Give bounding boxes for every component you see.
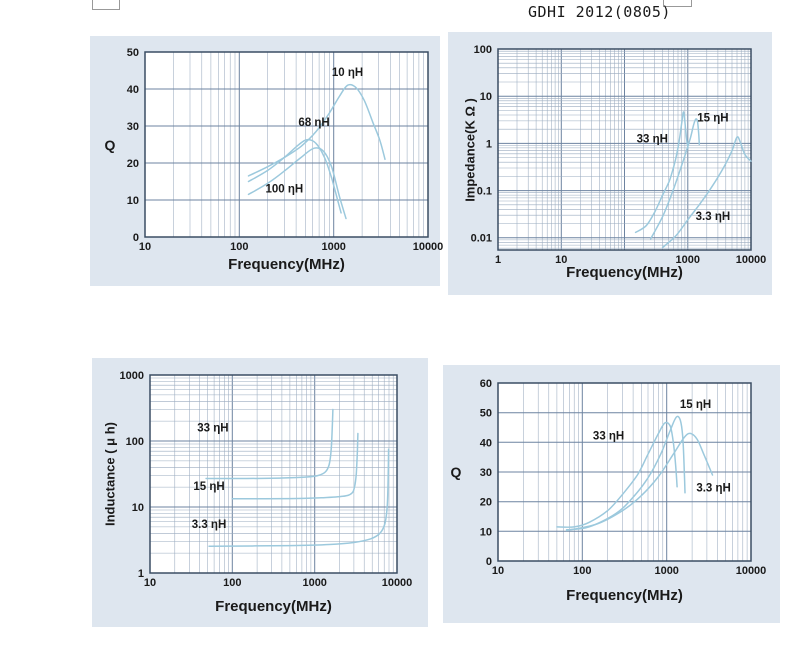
y-tick-label: 1 xyxy=(486,138,492,150)
curve-68-ηH xyxy=(247,138,342,214)
series-label-15-ηH: 15 ηH xyxy=(680,399,711,411)
chart-impedance-vs-frequency: 33 ηH 15 ηH 3.3 ηH 1 10 1000 10000 100 10 1 0.1 0.0… xyxy=(448,32,772,295)
y-tick-label: 1 xyxy=(138,568,144,580)
curve-3.3-ηH xyxy=(661,136,752,249)
y-tick-label: 100 xyxy=(126,436,144,448)
chart-q-vs-frequency-bottom-right: 33 ηH 15 ηH 3.3 ηH 10 100 1000 10000 0 10 20 30 40 5… xyxy=(443,365,780,623)
x-axis-title-frequency: Frequency(MHz) xyxy=(566,587,683,604)
y-tick-label: 40 xyxy=(127,84,139,96)
plot-area xyxy=(150,375,397,573)
scan-artifact-box-right xyxy=(663,0,692,7)
x-tick-label: 100 xyxy=(573,565,591,577)
x-tick-label: 100 xyxy=(223,577,241,589)
plot-border xyxy=(497,382,752,562)
series-label-10-ηH: 10 ηH xyxy=(332,67,363,79)
y-tick-label: 40 xyxy=(480,437,492,449)
y-tick-label: 0.1 xyxy=(477,186,492,198)
impedance-chart-canvas: 33 ηH 15 ηH 3.3 ηH 1 10 1000 10000 100 10 1 0.1 0.0… xyxy=(471,44,767,266)
y-tick-label: 0 xyxy=(486,556,492,568)
y-tick-label: 10 xyxy=(480,526,492,538)
y-tick-label: 0.01 xyxy=(471,233,492,245)
x-tick-label: 10 xyxy=(492,565,504,577)
series-label-3.3-ηH: 3.3 ηH xyxy=(696,211,731,223)
plot-border xyxy=(149,374,398,574)
x-tick-label: 10000 xyxy=(736,254,767,266)
curve-33-ηH xyxy=(205,408,334,480)
series-label-3.3-ηH: 3.3 ηH xyxy=(696,482,731,494)
series-label-3.3-ηH: 3.3 ηH xyxy=(192,519,227,531)
y-tick-label: 20 xyxy=(480,497,492,509)
x-tick-label: 10000 xyxy=(382,577,413,589)
y-axis-title-q: Q xyxy=(450,464,462,480)
series-label-33-ηH: 33 ηH xyxy=(593,430,624,442)
x-tick-label: 1000 xyxy=(654,565,678,577)
x-tick-label: 10 xyxy=(144,577,156,589)
x-tick-label: 10000 xyxy=(413,241,444,253)
y-tick-label: 50 xyxy=(127,47,139,59)
y-tick-label: 0 xyxy=(133,232,139,244)
x-tick-label: 10 xyxy=(555,254,567,266)
series-label-15-ηH: 15 ηH xyxy=(697,113,728,125)
y-tick-label: 1000 xyxy=(120,370,144,382)
curve-100-ηH xyxy=(247,147,347,220)
series-label-15-ηH: 15 ηH xyxy=(193,481,224,493)
plot-area xyxy=(145,52,428,237)
x-tick-label: 100 xyxy=(230,241,248,253)
y-axis-title-q: Q xyxy=(104,136,116,153)
curve-3.3-ηH xyxy=(565,432,714,532)
curve-33-ηH xyxy=(634,111,689,234)
plot-border xyxy=(144,51,429,238)
y-tick-label: 10 xyxy=(480,91,492,103)
y-tick-label: 30 xyxy=(480,467,492,479)
x-axis-title-frequency: Frequency(MHz) xyxy=(228,256,345,273)
curve-3.3-ηH xyxy=(208,448,390,547)
scan-artifact-box-left xyxy=(92,0,120,10)
x-axis-title-frequency: Frequency(MHz) xyxy=(215,598,332,615)
series-label-33-ηH: 33 ηH xyxy=(637,133,668,145)
y-axis-title-inductance: Inductance ( μ h) xyxy=(102,421,118,527)
y-tick-label: 20 xyxy=(127,158,139,170)
y-tick-label: 100 xyxy=(474,44,492,56)
series-label-68-ηH: 68 ηH xyxy=(298,117,329,129)
y-tick-label: 10 xyxy=(132,502,144,514)
x-tick-label: 1000 xyxy=(302,577,326,589)
x-tick-label: 1000 xyxy=(321,241,345,253)
x-axis-title-frequency: Frequency(MHz) xyxy=(566,264,683,281)
page-title: GDHI 2012(0805) xyxy=(528,3,671,21)
curve-33-ηH xyxy=(556,421,678,528)
x-tick-label: 1000 xyxy=(676,254,700,266)
plot-border xyxy=(497,48,752,251)
y-tick-label: 50 xyxy=(480,408,492,420)
y-tick-label: 30 xyxy=(127,121,139,133)
curve-15-ηH xyxy=(649,118,701,240)
curve-15-ηH xyxy=(231,432,359,500)
chart-inductance-vs-frequency: 33 ηH 15 ηH 3.3 ηH 10 100 1000 10000 1000 100 10 1… xyxy=(92,358,428,627)
y-axis-title-impedance: Impedance(K Ω ) xyxy=(462,97,478,202)
series-label-33-ηH: 33 ηH xyxy=(197,422,228,434)
x-tick-label: 10 xyxy=(139,241,151,253)
y-tick-label: 60 xyxy=(480,378,492,390)
y-tick-label: 10 xyxy=(127,195,139,207)
chart-q-vs-frequency-top-left: 10 ηH 68 ηH 100 ηH 10 100 1000 10000 0 10 20 30 40 5… xyxy=(90,36,444,286)
x-tick-label: 1 xyxy=(495,254,501,266)
series-label-100-ηH: 100 ηH xyxy=(265,184,303,196)
x-tick-label: 10000 xyxy=(736,565,767,577)
